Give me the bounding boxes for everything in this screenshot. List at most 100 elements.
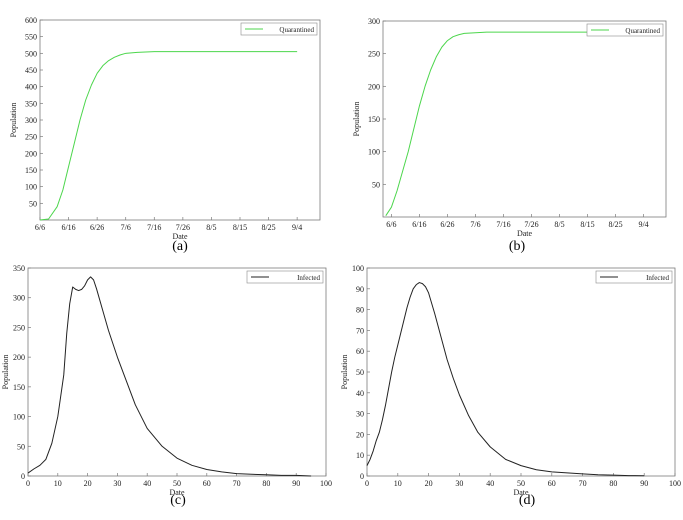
x-tick-label: 6/16 (412, 220, 426, 229)
chart-panel-d: 0 10 20 30 40 50 60 70 80 90 100 0 10 20 30 40 50 60 70 80 9… (340, 258, 683, 520)
y-tick-label: 300 (13, 294, 25, 303)
y-tick-label: 550 (25, 33, 37, 42)
legend-box (586, 23, 664, 37)
y-tick-label: 250 (13, 323, 25, 332)
x-tick-label: 10 (54, 479, 62, 488)
x-tick-label: 80 (609, 479, 617, 488)
y-tick-label: 150 (368, 115, 380, 124)
caption-c: (c) (170, 493, 186, 508)
y-tick-label: 30 (356, 410, 364, 419)
y-tick-label: 250 (368, 50, 380, 59)
plot-area (39, 19, 321, 221)
legend-label: Infected (297, 274, 320, 282)
y-tick-label: 200 (13, 353, 25, 362)
x-tick-label: 8/25 (608, 220, 622, 229)
plot-area (366, 267, 676, 477)
x-axis-label: Date (517, 229, 533, 238)
x-tick-label: 40 (143, 479, 151, 488)
x-tick-label: 70 (233, 479, 241, 488)
y-tick-label: 250 (25, 133, 37, 142)
chart-a: 6/6 6/16 6/26 7/6 7/16 7/26 8/5 8/15 8/25 9/4 50 10… (9, 16, 321, 241)
legend-label: Quarantined (625, 27, 660, 35)
y-tick-label: 100 (25, 183, 37, 192)
x-tick-label: 8/25 (261, 223, 275, 232)
caption-b: (b) (508, 239, 526, 254)
x-tick-label: 7/6 (121, 223, 131, 232)
caption-d: (d) (518, 493, 536, 508)
series-line-infected (366, 282, 645, 477)
y-tick-label: 400 (25, 83, 37, 92)
x-tick-label: 60 (548, 479, 556, 488)
x-tick-label: 7/16 (147, 223, 161, 232)
x-tick-label: 80 (262, 479, 270, 488)
y-tick-label: 0 (360, 472, 364, 481)
x-tick-label: 20 (84, 479, 92, 488)
x-tick-label: 20 (425, 479, 433, 488)
y-tick-label: 40 (356, 389, 364, 398)
y-tick-label: 50 (17, 442, 25, 451)
x-axis-label: Date (513, 488, 529, 497)
y-tick-label: 100 (13, 413, 25, 422)
x-tick-label: 8/5 (554, 220, 564, 229)
y-tick-label: 50 (29, 199, 37, 208)
x-tick-label: 8/15 (233, 223, 247, 232)
y-tick-label: 350 (25, 99, 37, 108)
x-axis-label: Date (172, 232, 188, 241)
y-tick-label: 100 (368, 148, 380, 157)
x-tick-label: 100 (669, 479, 681, 488)
chart-d: 0 10 20 30 40 50 60 70 80 90 100 0 10 20 30 40 50 60 70 80 9… (340, 264, 681, 497)
x-tick-label: 6/6 (386, 220, 396, 229)
x-tick-label: 30 (113, 479, 121, 488)
y-tick-label: 50 (372, 180, 380, 189)
chart-panel-b: 6/6 6/16 6/26 7/6 7/16 7/26 8/5 8/15 8/25 9/4 50 10… (341, 0, 683, 260)
y-tick-label: 20 (356, 430, 364, 439)
y-tick-label: 200 (368, 82, 380, 91)
y-tick-label: 90 (356, 285, 364, 294)
x-tick-label: 8/15 (580, 220, 594, 229)
y-tick-label: 300 (25, 116, 37, 125)
x-tick-label: 7/16 (496, 220, 510, 229)
chart-panel-c: 0 10 20 30 40 50 60 70 80 90 100 0 50 100 150 200 250 300… (0, 258, 340, 520)
x-tick-label: 50 (517, 479, 525, 488)
series-line-quarantined (39, 51, 298, 221)
chart-c: 0 10 20 30 40 50 60 70 80 90 100 0 50 100 150 200 250 300… (1, 264, 332, 497)
x-tick-label: 40 (486, 479, 494, 488)
x-tick-label: 7/26 (524, 220, 538, 229)
y-tick-label: 350 (13, 264, 25, 273)
legend-box (240, 22, 318, 36)
y-tick-label: 80 (356, 306, 364, 315)
x-tick-label: 9/4 (292, 223, 302, 232)
x-tick-label: 0 (365, 479, 369, 488)
y-tick-label: 600 (25, 16, 37, 25)
legend-box (246, 270, 324, 284)
legend-label: Infected (646, 274, 669, 282)
x-tick-label: 7/26 (176, 223, 190, 232)
x-tick-label: 30 (455, 479, 463, 488)
x-tick-label: 70 (579, 479, 587, 488)
caption-a: (a) (172, 239, 188, 254)
x-tick-label: 50 (173, 479, 181, 488)
x-tick-label: 0 (26, 479, 30, 488)
plot-area (382, 20, 667, 218)
y-tick-label: 60 (356, 347, 364, 356)
x-tick-label: 6/16 (61, 223, 75, 232)
series-line-quarantined (385, 31, 650, 216)
chart-panel-a: 6/6 6/16 6/26 7/6 7/16 7/26 8/5 8/15 8/25 9/4 50 10… (0, 0, 340, 260)
y-tick-label: 50 (356, 368, 364, 377)
legend-label: Quarantined (279, 26, 314, 34)
x-tick-label: 7/6 (470, 220, 480, 229)
y-axis-label: Population (352, 102, 361, 137)
x-tick-label: 6/6 (35, 223, 45, 232)
legend-box (595, 270, 673, 284)
x-tick-label: 100 (320, 479, 332, 488)
x-tick-label: 90 (292, 479, 300, 488)
x-tick-label: 90 (640, 479, 648, 488)
series-line-infected (27, 276, 312, 477)
y-tick-label: 450 (25, 66, 37, 75)
x-tick-label: 10 (394, 479, 402, 488)
y-tick-label: 150 (25, 166, 37, 175)
y-tick-label: 70 (356, 326, 364, 335)
plot-area (27, 267, 327, 477)
y-axis-label: Population (9, 103, 18, 138)
x-axis-label: Date (169, 488, 185, 497)
